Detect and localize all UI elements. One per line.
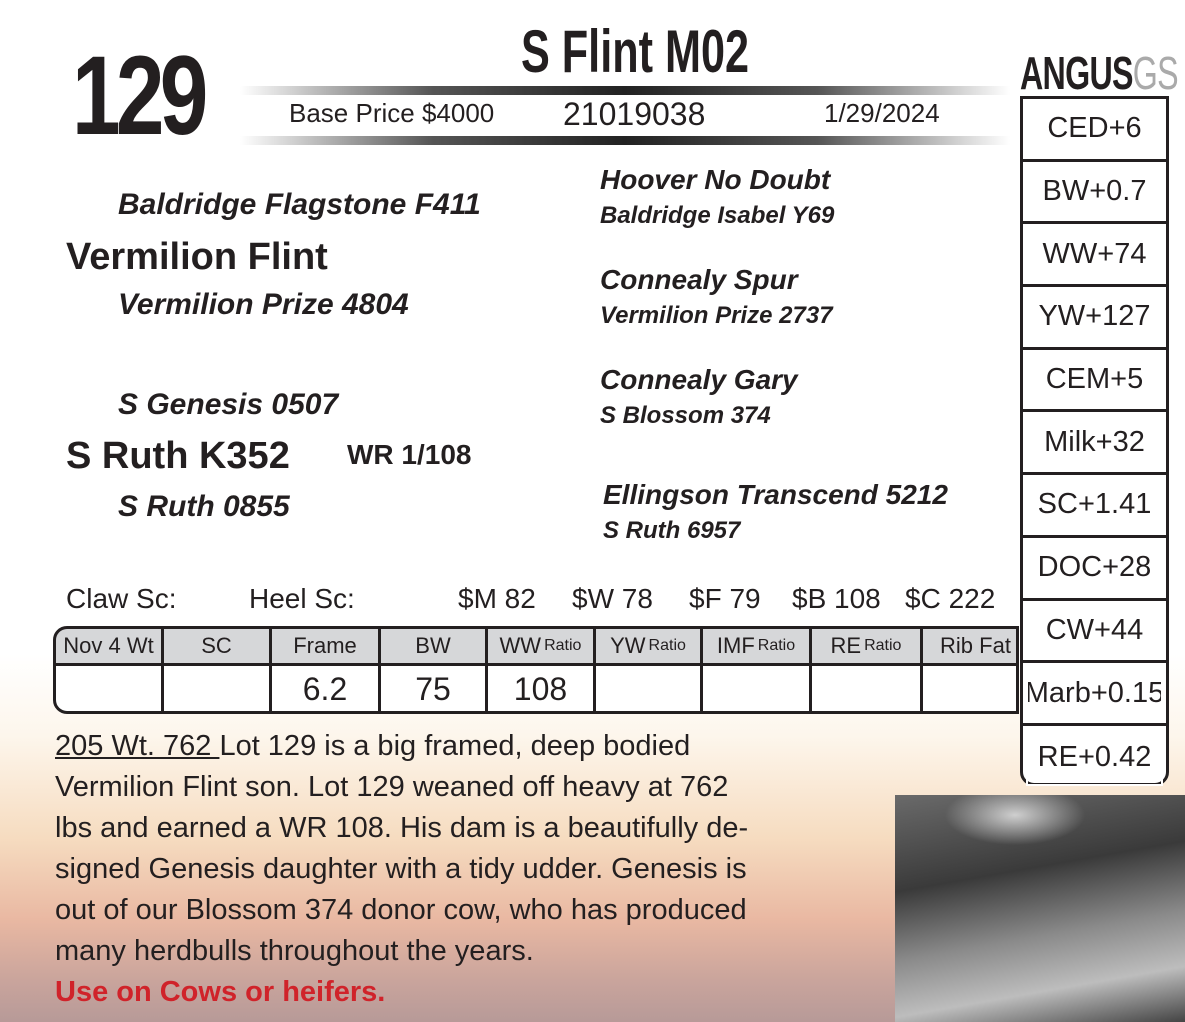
description: 205 Wt. 762 Lot 129 is a big framed, dee… <box>55 726 748 1013</box>
table-header: Frame <box>272 629 378 663</box>
table-cell <box>703 666 809 711</box>
index-m: $M 82 <box>458 583 536 614</box>
table-header: SC <box>164 629 269 663</box>
header-suffix: Ratio <box>864 637 902 654</box>
header-suffix: Ratio <box>757 637 796 654</box>
angus-gs-logo: ANGUSGS <box>1020 47 1179 99</box>
ssg-sire: Hoover No Doubt <box>600 164 831 195</box>
animal-name: S Flint M02 <box>520 18 750 85</box>
epd-ced: CED+6 <box>1023 99 1166 162</box>
description-line: many herdbulls throughout the years. <box>55 935 534 967</box>
dsg-dam: S Blossom 374 <box>600 402 771 429</box>
table-cell <box>812 666 920 711</box>
table-cell: 108 <box>488 666 593 711</box>
table-header: WW Ratio <box>488 629 593 663</box>
table-cell <box>164 666 269 711</box>
header-label: Frame <box>293 633 357 658</box>
base-price: Base Price $4000 <box>289 98 495 128</box>
epd-cw: CW+44 <box>1023 601 1166 664</box>
dam-dam: S Ruth 0855 <box>118 490 290 523</box>
table-cell <box>923 666 1016 711</box>
index-f: $F 79 <box>689 583 761 614</box>
table-header: BW <box>381 629 485 663</box>
table-header: YW Ratio <box>596 629 700 663</box>
header-label: Rib Fat <box>940 633 1011 658</box>
header-label: Nov 4 Wt <box>63 633 154 658</box>
header-label: SC <box>201 633 232 658</box>
header-label: IMF <box>716 633 755 658</box>
table-cell: 75 <box>381 666 485 711</box>
epd-doc: DOC+28 <box>1023 538 1166 601</box>
ddg-dam: S Ruth 6957 <box>603 517 741 544</box>
epd-panel: CED+6 BW+0.7 WW+74 YW+127 CEM+5 Milk+32 SC+1.4… <box>1020 96 1169 786</box>
ddg-sire: Ellingson Transcend 5212 <box>603 479 948 510</box>
usage-note: Use on Cows or heifers. <box>55 976 386 1008</box>
claw-score: Claw Sc: <box>66 583 177 614</box>
epd-marb: Marb+0.15 <box>1023 663 1166 726</box>
description-line: Vermilion Flint son. Lot 129 weaned off … <box>55 771 729 803</box>
epd-milk: Milk+32 <box>1023 412 1166 476</box>
dam: S Ruth K352 <box>66 435 290 477</box>
performance-table: Nov 4 Wt SC Frame BW WW Ratio YW Ratio IMF Ratio R… <box>53 626 1019 714</box>
sire: Vermilion Flint <box>66 236 328 278</box>
table-cell <box>56 666 161 711</box>
table-header: Rib Fat <box>923 629 1016 663</box>
epd-re: RE+0.42 <box>1023 726 1166 789</box>
birth-date: 1/29/2024 <box>824 98 940 128</box>
weaning-weight: 205 Wt. 762 <box>55 730 220 762</box>
table-cell <box>596 666 700 711</box>
header-label: BW <box>415 633 451 658</box>
table-cell: 6.2 <box>272 666 378 711</box>
epd-bw: BW+0.7 <box>1023 162 1166 225</box>
epd-yw: YW+127 <box>1023 287 1166 350</box>
header-suffix: Ratio <box>544 637 582 654</box>
epd-sc: SC+1.41 <box>1023 475 1166 538</box>
sire-dam: Vermilion Prize 4804 <box>118 288 409 321</box>
heel-score: Heel Sc: <box>249 583 355 614</box>
divider <box>240 136 1010 145</box>
description-line: out of our Blossom 374 donor cow, who ha… <box>55 894 747 926</box>
description-line: lbs and earned a WR 108. His dam is a be… <box>55 812 749 844</box>
epd-cem: CEM+5 <box>1023 350 1166 413</box>
table-header: IMF Ratio <box>703 629 809 663</box>
index-b: $B 108 <box>792 583 881 614</box>
sire-sire: Baldridge Flagstone F411 <box>118 188 481 221</box>
dsg-sire: Connealy Gary <box>600 364 798 395</box>
ssg-dam: Baldridge Isabel Y69 <box>600 202 835 229</box>
divider <box>240 86 1010 95</box>
header-suffix: Ratio <box>648 637 686 654</box>
registration-number: 21019038 <box>563 96 706 132</box>
header-label: YW <box>610 633 646 658</box>
dam-weaning-ratio: WR 1/108 <box>347 439 472 470</box>
sdg-sire: Connealy Spur <box>600 264 798 295</box>
bull-photo <box>895 795 1185 1022</box>
sdg-dam: Vermilion Prize 2737 <box>600 302 833 329</box>
index-w: $W 78 <box>572 583 653 614</box>
header-label: WW <box>499 633 542 658</box>
header-label: RE <box>830 633 862 658</box>
table-header: RE Ratio <box>812 629 920 663</box>
lot-number: 129 <box>72 33 208 158</box>
description-line: signed Genesis daughter with a tidy udde… <box>55 853 747 885</box>
epd-ww: WW+74 <box>1023 224 1166 288</box>
dam-sire: S Genesis 0507 <box>118 388 339 421</box>
index-c: $C 222 <box>905 583 996 614</box>
table-header: Nov 4 Wt <box>56 629 161 663</box>
